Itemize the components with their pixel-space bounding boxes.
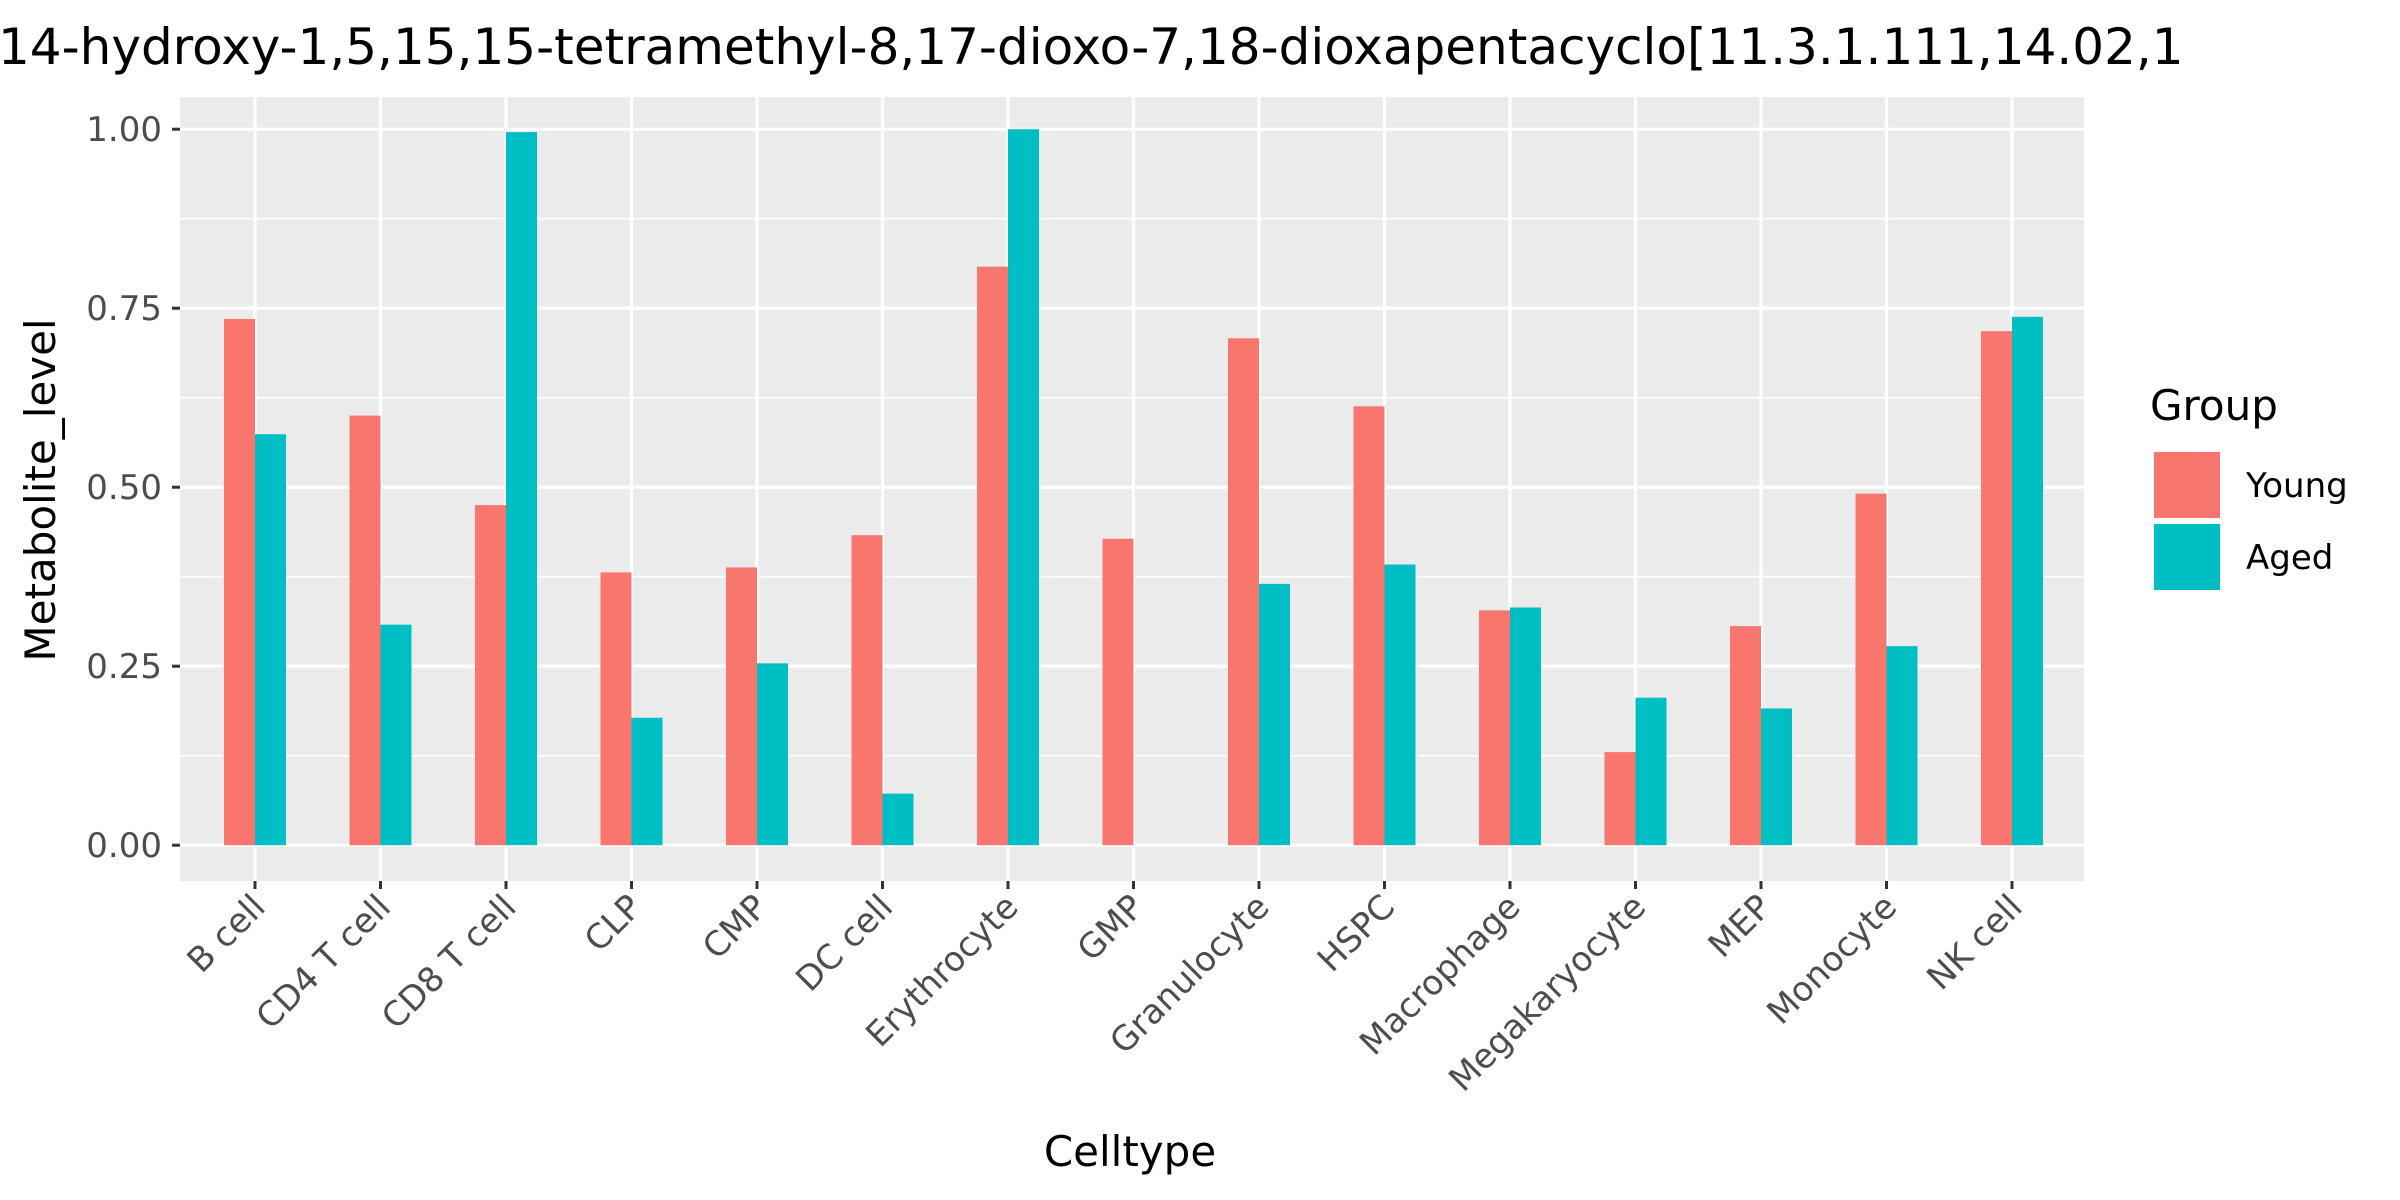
x-tick-label: CLP bbox=[577, 887, 650, 960]
legend-label-aged: Aged bbox=[2246, 538, 2333, 578]
bar-young-cmp bbox=[726, 567, 757, 846]
x-tick-label: DC cell bbox=[788, 887, 901, 1000]
bar-young-nk-cell bbox=[1981, 331, 2012, 846]
bar-aged-b-cell bbox=[255, 434, 286, 846]
x-tick-label: Monocyte bbox=[1760, 887, 1905, 1032]
legend-key-aged bbox=[2154, 524, 2220, 590]
x-tick-label: B cell bbox=[180, 887, 274, 981]
bar-aged-cd4-t-cell bbox=[380, 624, 412, 846]
bar-aged-clp bbox=[631, 717, 663, 846]
x-tick-label: CD8 T cell bbox=[374, 887, 524, 1037]
y-axis-title: Metabolite_level bbox=[16, 318, 65, 661]
bar-aged-cd8-t-cell bbox=[506, 132, 537, 846]
x-tick-label: CD4 T cell bbox=[249, 887, 399, 1037]
bar-aged-mep bbox=[1761, 708, 1792, 846]
bar-aged-granulocyte bbox=[1259, 583, 1290, 846]
bar-young-monocyte bbox=[1855, 493, 1887, 846]
legend: Group Young Aged bbox=[2150, 381, 2348, 590]
y-axis-ticks: 0.00 0.25 0.50 0.75 1.00 bbox=[86, 110, 180, 866]
x-tick-label: HSPC bbox=[1310, 887, 1403, 980]
x-tick-label: CMP bbox=[695, 887, 775, 967]
chart-title: 14-hydroxy-1,5,15,15-tetramethyl-8,17-di… bbox=[0, 18, 2184, 76]
bar-aged-macrophage bbox=[1510, 607, 1541, 846]
bar-aged-megakaryocyte bbox=[1635, 697, 1667, 846]
bar-aged-erythrocyte bbox=[1008, 129, 1039, 846]
bar-aged-cmp bbox=[757, 663, 788, 846]
x-tick-label: MEP bbox=[1701, 887, 1780, 966]
bar-aged-hspc bbox=[1384, 564, 1416, 846]
bar-young-macrophage bbox=[1479, 610, 1510, 846]
bar-young-b-cell bbox=[224, 318, 255, 846]
bar-young-erythrocyte bbox=[977, 266, 1008, 846]
legend-key-young bbox=[2154, 452, 2220, 518]
bar-young-cd4-t-cell bbox=[349, 415, 381, 846]
y-tick-label: 0.00 bbox=[86, 826, 162, 866]
bar-young-dc-cell bbox=[851, 535, 883, 846]
bars bbox=[224, 129, 2043, 846]
y-tick-label: 0.50 bbox=[86, 468, 162, 508]
y-tick-label: 1.00 bbox=[86, 110, 162, 150]
legend-title: Group bbox=[2150, 381, 2278, 430]
bar-young-gmp bbox=[1102, 538, 1134, 846]
bar-young-cd8-t-cell bbox=[475, 505, 506, 846]
x-tick-label: GMP bbox=[1070, 887, 1152, 969]
legend-items: Young Aged bbox=[2154, 452, 2348, 590]
x-axis-title: Celltype bbox=[1044, 1127, 1216, 1176]
bar-young-mep bbox=[1730, 626, 1761, 846]
legend-label-young: Young bbox=[2245, 466, 2348, 506]
bar-young-clp bbox=[600, 572, 632, 846]
bar-aged-monocyte bbox=[1886, 646, 1918, 846]
bar-aged-dc-cell bbox=[882, 793, 914, 846]
x-tick-label: NK cell bbox=[1919, 887, 2030, 998]
bar-young-hspc bbox=[1353, 406, 1385, 846]
bar-young-granulocyte bbox=[1228, 338, 1259, 846]
bar-young-megakaryocyte bbox=[1604, 752, 1636, 846]
bar-aged-nk-cell bbox=[2012, 316, 2043, 846]
y-tick-label: 0.75 bbox=[86, 289, 162, 329]
y-tick-label: 0.25 bbox=[86, 647, 162, 687]
